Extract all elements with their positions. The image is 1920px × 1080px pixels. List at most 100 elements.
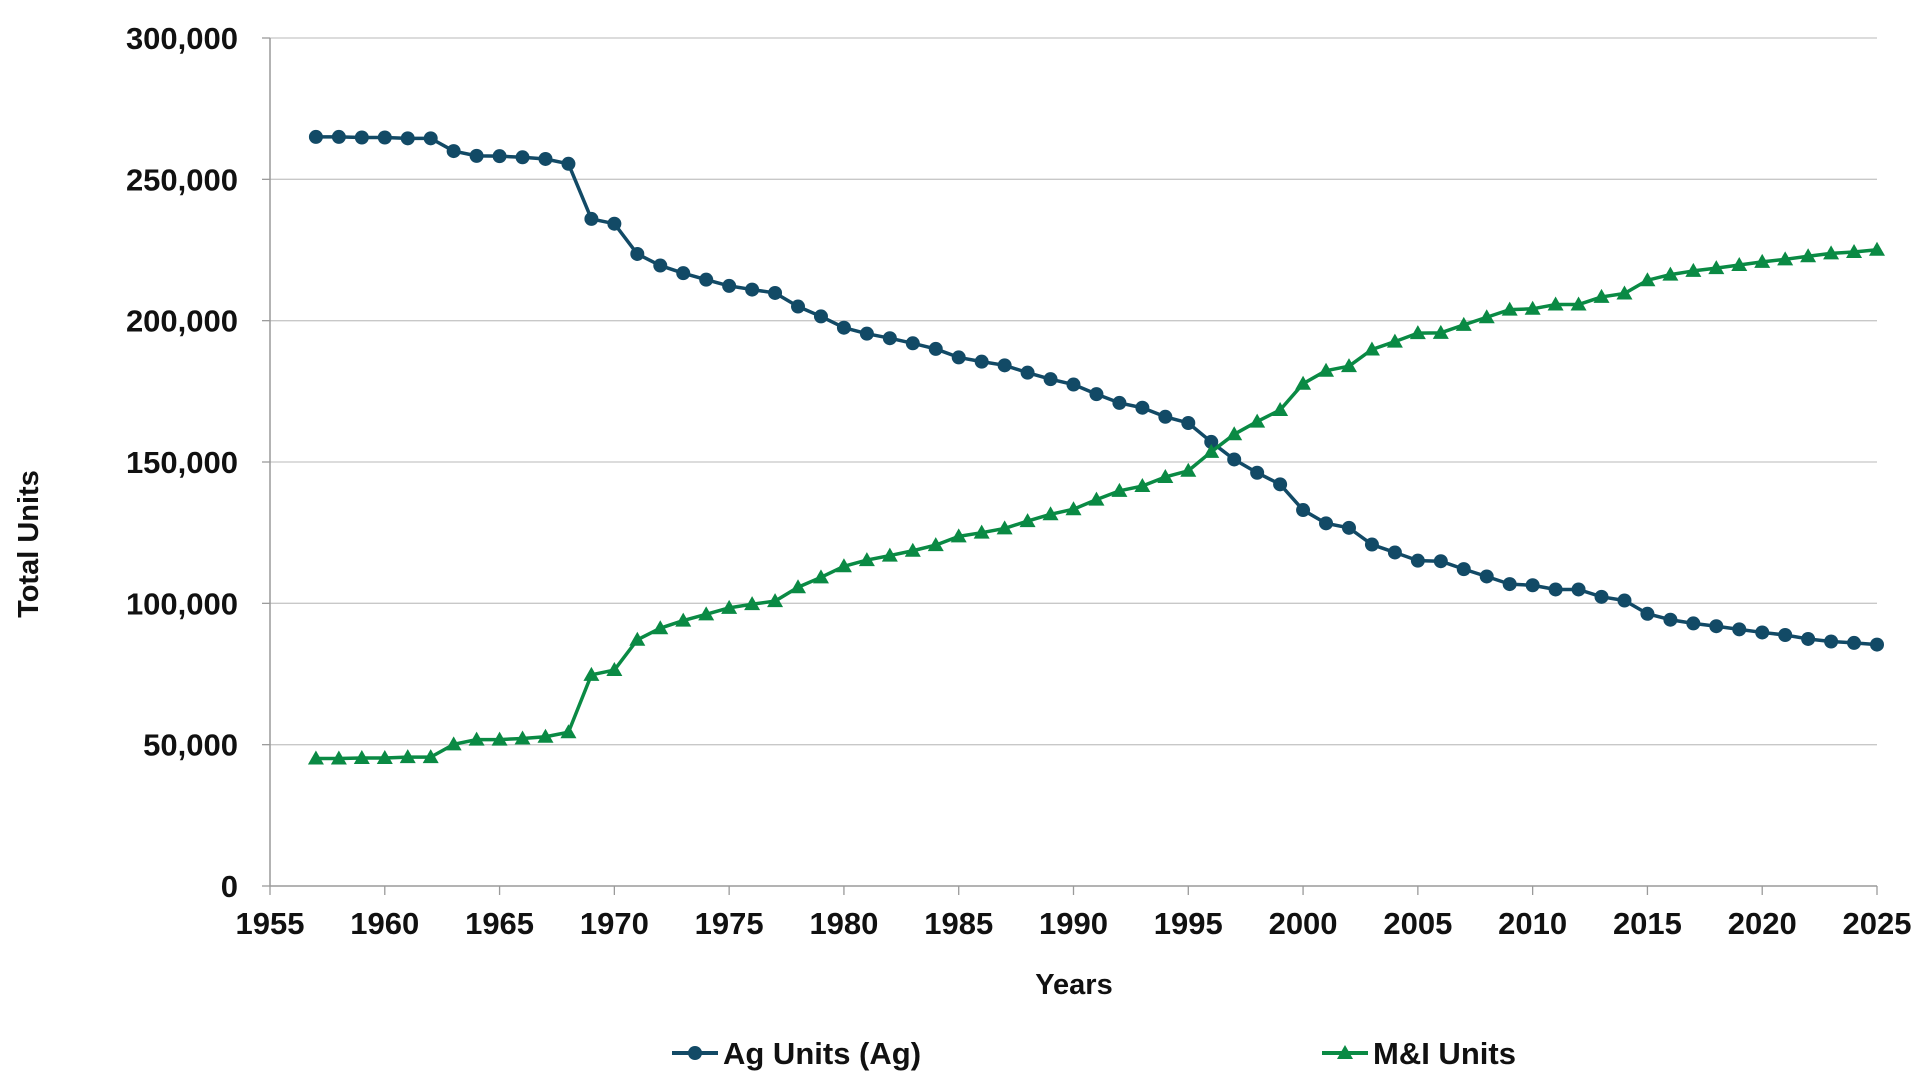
y-gridlines xyxy=(270,37,1877,746)
y-tick-label: 300,000 xyxy=(126,21,238,56)
data-point xyxy=(1777,251,1794,266)
legend-mi-label: M&I Units xyxy=(1373,1036,1516,1071)
data-point xyxy=(905,336,920,351)
data-point xyxy=(1456,562,1471,577)
data-point xyxy=(1181,415,1196,430)
data-point xyxy=(996,520,1013,535)
x-tick-label: 2005 xyxy=(1383,906,1452,941)
data-point xyxy=(1296,503,1311,518)
data-point xyxy=(1432,324,1449,339)
data-point xyxy=(1685,262,1702,277)
data-point xyxy=(1020,365,1035,380)
data-point xyxy=(1272,401,1289,416)
data-point xyxy=(1134,478,1151,493)
data-point xyxy=(445,736,462,751)
data-point xyxy=(1547,296,1564,311)
data-point xyxy=(607,216,622,231)
data-point xyxy=(1663,612,1678,627)
x-tick-label: 1955 xyxy=(236,906,305,941)
data-point xyxy=(1709,619,1724,634)
legend-ag-marker xyxy=(688,1046,702,1060)
data-point xyxy=(1570,296,1587,311)
data-point xyxy=(492,149,507,164)
data-point xyxy=(560,724,577,739)
x-tick-label: 1990 xyxy=(1039,906,1108,941)
data-point xyxy=(307,750,324,765)
data-point xyxy=(791,299,806,314)
x-tick-label: 1960 xyxy=(350,906,419,941)
data-point xyxy=(1731,256,1748,271)
data-point xyxy=(1639,272,1656,287)
data-point xyxy=(491,731,508,746)
data-point xyxy=(1295,375,1312,390)
data-point xyxy=(812,569,829,584)
x-tick-label: 2010 xyxy=(1498,906,1567,941)
data-point xyxy=(676,266,691,281)
data-point xyxy=(858,552,875,567)
data-point xyxy=(1502,577,1517,592)
data-point xyxy=(1135,400,1150,415)
series-layer xyxy=(307,129,1885,765)
data-point xyxy=(1501,301,1518,316)
data-point xyxy=(768,285,783,300)
data-point xyxy=(1088,491,1105,506)
data-point xyxy=(331,129,346,144)
data-point xyxy=(1066,377,1081,392)
data-point xyxy=(583,666,600,681)
y-tick-label: 150,000 xyxy=(126,445,238,480)
data-point xyxy=(974,354,989,369)
data-point xyxy=(1227,452,1242,467)
legend-ag-label: Ag Units (Ag) xyxy=(723,1036,921,1071)
data-point xyxy=(537,728,554,743)
x-tick-label: 2015 xyxy=(1613,906,1682,941)
series-ag-units xyxy=(308,129,1884,652)
data-point xyxy=(1662,266,1679,281)
data-point xyxy=(1479,569,1494,584)
data-point xyxy=(422,749,439,764)
data-point xyxy=(1524,300,1541,315)
data-point xyxy=(1593,288,1610,303)
data-point xyxy=(399,749,416,764)
data-point xyxy=(951,350,966,365)
legend-item-mi: M&I Units xyxy=(1322,1036,1516,1071)
data-point xyxy=(1180,462,1197,477)
data-point xyxy=(836,320,851,335)
x-tick-label: 1980 xyxy=(809,906,878,941)
data-point xyxy=(1089,387,1104,402)
data-point xyxy=(1340,358,1357,373)
x-tick-label: 1975 xyxy=(695,906,764,941)
data-point xyxy=(928,341,943,356)
data-point xyxy=(767,593,784,608)
data-point xyxy=(699,272,714,287)
data-point xyxy=(1386,333,1403,348)
data-point xyxy=(1708,260,1725,275)
data-point xyxy=(1341,520,1356,535)
data-point xyxy=(997,358,1012,373)
data-point xyxy=(400,131,415,146)
x-tick-label: 2020 xyxy=(1728,906,1797,941)
data-point xyxy=(698,606,715,621)
series-mi-units xyxy=(307,241,1885,765)
data-point xyxy=(1042,506,1059,521)
data-point xyxy=(376,749,393,764)
x-tick-label: 1985 xyxy=(924,906,993,941)
data-point xyxy=(721,599,738,614)
data-point xyxy=(652,620,669,635)
y-tick-labels: 0 50,000 100,000 150,000 200,000 250,000 300,0… xyxy=(126,21,238,904)
data-point xyxy=(1525,578,1540,593)
data-point xyxy=(1616,285,1633,300)
data-point xyxy=(1409,325,1426,340)
legend-mi-marker xyxy=(1337,1045,1353,1059)
data-point xyxy=(630,246,645,261)
data-point xyxy=(744,596,761,611)
data-point xyxy=(1433,554,1448,569)
data-point xyxy=(1318,362,1335,377)
y-axis-title: Total Units xyxy=(13,470,45,618)
data-point xyxy=(514,730,531,745)
data-point xyxy=(468,731,485,746)
data-point xyxy=(561,156,576,171)
data-point xyxy=(745,282,760,297)
data-point xyxy=(1319,516,1334,531)
data-point xyxy=(813,309,828,324)
data-point xyxy=(881,547,898,562)
